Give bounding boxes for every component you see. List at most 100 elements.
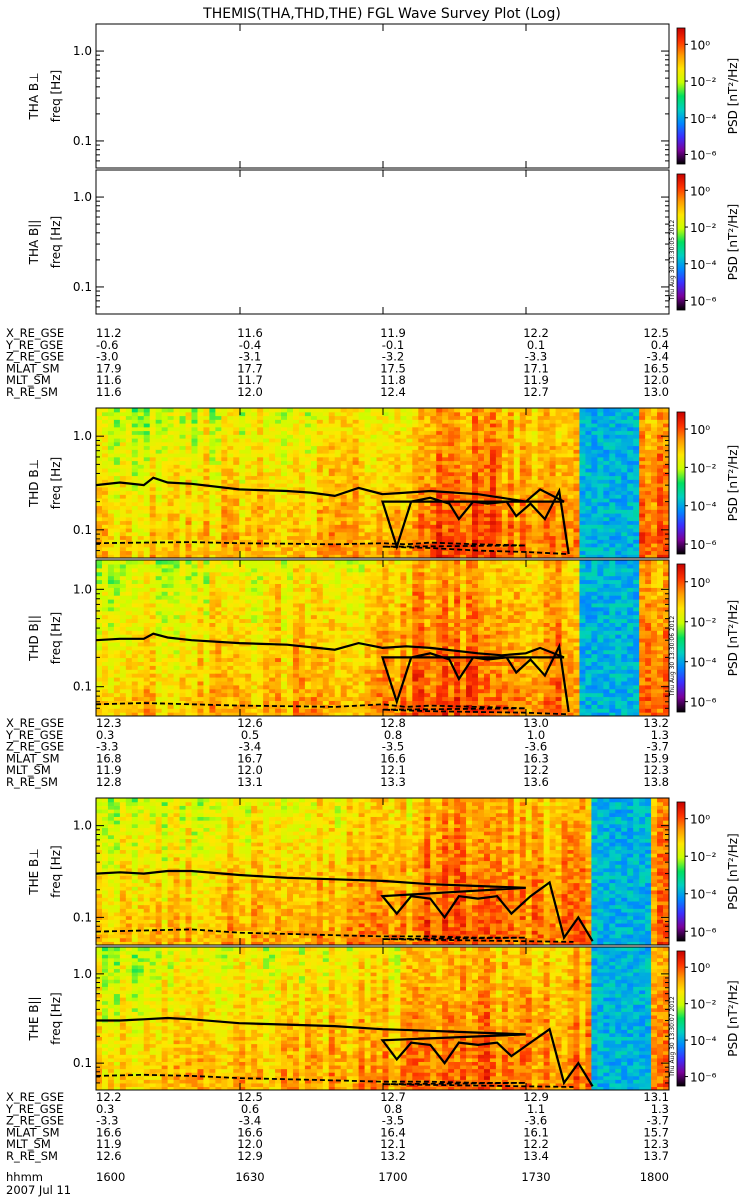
colorbar-tick-label: 10⁻² [690,850,717,864]
ephemeris-row-label: X_RE_GSE [6,326,64,340]
y-tick-label: 0.1 [73,523,92,537]
ephemeris-value: 0.4 [651,338,669,352]
colorbar-label: PSD [nT²/Hz] [726,445,740,521]
ephemeris-value: 16.3 [523,751,549,765]
frequency-axis-label: freq [Hz] [49,845,63,897]
ephemeris-value: 16.7 [237,751,263,765]
colorbar-tick-label: 10⁰ [690,813,710,827]
ephemeris-value: 11.9 [523,373,549,387]
ephemeris-value: 12.3 [96,716,122,730]
ephemeris-value: 17.5 [380,361,406,375]
ephemeris-value: 0.6 [241,1102,259,1116]
ephemeris-value: 12.2 [523,1137,549,1151]
ephemeris-value: 11.9 [380,326,406,340]
ephemeris-row-label: MLT_SM [6,763,51,777]
ephemeris-the: X_RE_GSE 12.2 12.5 12.7 12.9 13.1 Y_RE_GSE 0.3 0… [5,1090,669,1163]
timestamp-stamp: Thu Aug 30 13:30:05 2012 [669,220,676,302]
y-tick-label: 1.0 [73,44,92,58]
colorbar-tick-label: 10⁻⁴ [690,112,717,126]
ephemeris-value: -3.5 [382,1114,404,1128]
ephemeris-value: 1.3 [651,1102,669,1116]
ephemeris-value: 1.3 [651,728,669,742]
ephemeris-row-label: Z_RE_GSE [6,1114,64,1128]
colorbar [676,173,686,311]
ephemeris-row-label: Y_RE_GSE [5,338,63,352]
ephemeris-value: 16.6 [237,1125,263,1139]
panel-label: THE B|| [27,996,41,1041]
colorbar-tick-label: 10⁻⁴ [690,258,717,272]
y-tick-label: 1.0 [73,967,92,981]
ephemeris-tables: X_RE_GSE 11.2 11.6 11.9 12.2 12.5 Y_RE_GSE -0.6… [5,326,669,1184]
colorbar-label: PSD [nT²/Hz] [726,58,740,134]
colorbar-tick-label: 10⁻² [690,221,717,235]
ephemeris-value: 12.8 [380,716,406,730]
ephemeris-value: -3.7 [647,740,669,754]
colorbar-label: PSD [nT²/Hz] [726,980,740,1056]
ephemeris-value: 12.3 [643,1137,669,1151]
colorbar-label: PSD [nT²/Hz] [726,600,740,676]
colorbar-tick-label: 10⁻⁴ [690,500,717,514]
ephemeris-value: -3.4 [239,740,261,754]
dashed-frequency-line [96,541,569,555]
spectrogram-layer [96,408,669,1090]
y-tick-label: 1.0 [73,190,92,204]
ephemeris-value: 12.2 [96,1090,122,1104]
colorbar [676,801,686,942]
ephemeris-value: 11.7 [237,373,263,387]
spectrogram-the-par [96,947,669,1090]
ephemeris-value: 13.7 [643,1149,669,1163]
dashed-frequency-line [96,1073,574,1088]
ephemeris-value: 12.6 [96,1149,122,1163]
ephemeris-value: 12.0 [237,763,263,777]
ephemeris-row-label: R_RE_SM [6,385,58,399]
ephemeris-row-label: Z_RE_GSE [6,350,64,364]
ephemeris-value: 15.9 [643,751,669,765]
ephemeris-value: 13.2 [643,716,669,730]
panel-label: THE B⊥ [27,848,41,895]
ephemeris-value: 12.7 [523,385,549,399]
ephemeris-row-label: Y_RE_GSE [5,728,63,742]
ephemeris-value: 11.2 [96,326,122,340]
panel-label: THA B|| [27,220,41,266]
ephemeris-value: -0.4 [239,338,261,352]
y-tick-label: 1.0 [73,429,92,443]
colorbar [676,563,686,713]
ephemeris-value: -3.3 [96,740,118,754]
ephemeris-value: 13.6 [523,775,549,789]
colorbar-label: PSD [nT²/Hz] [726,833,740,909]
frequency-axis-label: freq [Hz] [49,612,63,664]
ephemeris-value: 16.6 [96,1125,122,1139]
ephemeris-value: 16.8 [96,751,122,765]
panel-label: THD B⊥ [27,459,41,508]
colorbar-tick-label: 10⁰ [690,423,710,437]
colorbar-tick-label: 10⁰ [690,961,710,975]
colorbar-label: PSD [nT²/Hz] [726,204,740,280]
ephemeris-value: 0.3 [96,728,114,742]
date-label: 2007 Jul 11 [6,1183,71,1197]
solid-frequency-line [96,1016,594,1087]
ephemeris-value: 0.8 [384,728,402,742]
time-tick-label: 1600 [96,1170,125,1184]
ephemeris-value: 1.1 [527,1102,545,1116]
timestamp-stamp: Thu Aug 30 13:30:07 2012 [669,996,676,1078]
ephemeris-value: 0.8 [384,1102,402,1116]
colorbar-tick-label: 10⁻⁶ [690,538,717,552]
colorbar-tick-label: 10⁻⁶ [690,925,717,939]
ephemeris-value: 13.1 [237,775,263,789]
colorbar [676,950,686,1087]
ephemeris-value: 17.7 [237,361,263,375]
y-tick-label: 0.1 [73,910,92,924]
ephemeris-value: 13.4 [523,1149,549,1163]
ephemeris-value: -3.5 [382,740,404,754]
ephemeris-value: 0.5 [241,728,259,742]
time-tick-label: 1800 [640,1170,669,1184]
ephemeris-value: 12.9 [523,1090,549,1104]
frequency-axis-label: freq [Hz] [49,992,63,1044]
ephemeris-value: 11.8 [380,373,406,387]
timestamp-stamp: Thu Aug 30 13:30:06 2012 [669,616,676,698]
colorbar-tick-label: 10⁻² [690,461,717,475]
ephemeris-row-label: R_RE_SM [6,775,58,789]
colorbar-tick-label: 10⁻⁶ [690,294,717,308]
ephemeris-value: -3.0 [96,350,118,364]
ephemeris-value: 11.6 [96,385,122,399]
